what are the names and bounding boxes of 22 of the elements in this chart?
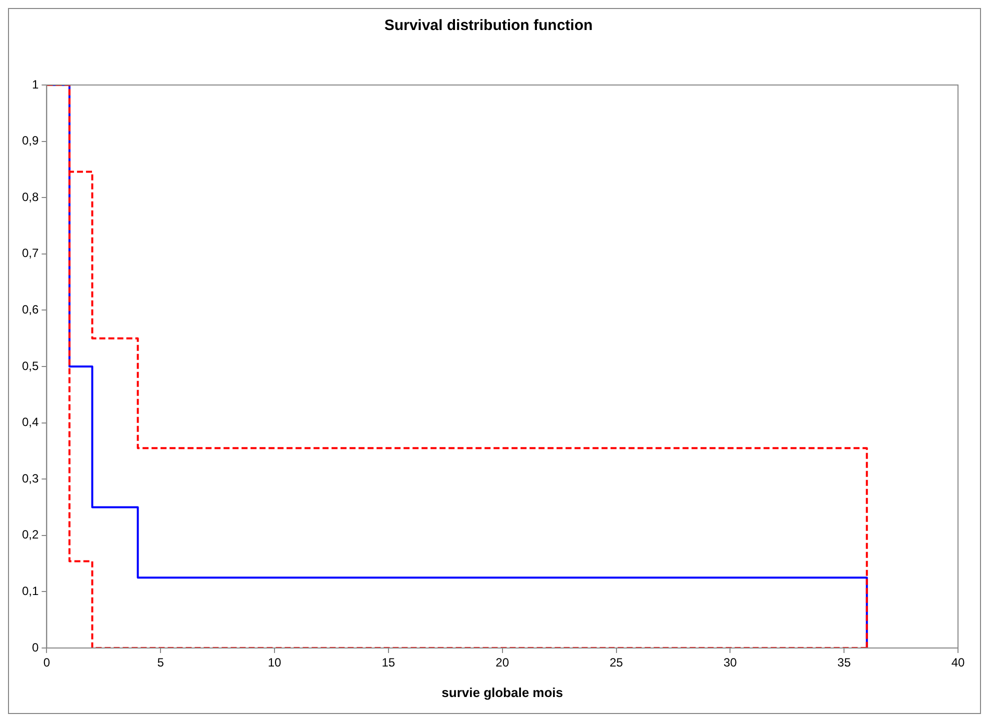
y-tick-label: 0,5 [22, 358, 39, 373]
y-tick-label: 0,1 [22, 584, 39, 598]
y-tick-label: 0,4 [22, 415, 39, 430]
x-tick-label: 20 [496, 656, 510, 670]
x-tick-label: 35 [837, 656, 852, 670]
x-tick-label: 25 [610, 656, 624, 670]
x-tick-label: 30 [723, 656, 738, 670]
y-tick-label: 0,9 [22, 134, 39, 148]
x-tick-label: 0 [43, 656, 50, 670]
chart-title: Survival distribution function [384, 17, 593, 34]
y-tick-label: 0,8 [22, 190, 39, 204]
y-tick-label: 0 [32, 640, 39, 654]
x-tick-label: 40 [951, 656, 965, 670]
x-tick-label: 15 [382, 656, 396, 670]
x-tick-label: 5 [157, 656, 164, 670]
y-tick-label: 1 [32, 77, 39, 92]
y-tick-label: 0,7 [22, 246, 39, 260]
y-tick-label: 0,6 [22, 302, 39, 317]
x-tick-label: 10 [268, 656, 282, 670]
y-tick-label: 0,3 [22, 471, 39, 486]
y-tick-label: 0,2 [22, 528, 39, 542]
x-axis-title: survie globale mois [442, 684, 564, 700]
